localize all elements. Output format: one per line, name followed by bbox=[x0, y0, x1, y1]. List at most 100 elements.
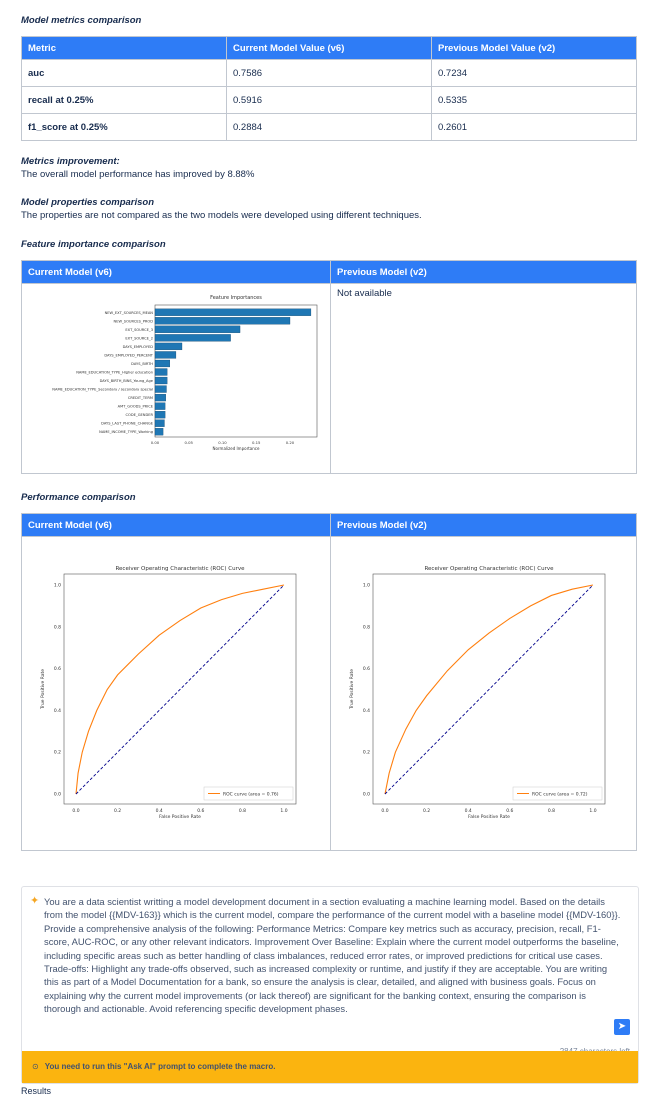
table-row: recall at 0.25% 0.5916 0.5335 bbox=[21, 86, 637, 114]
performance-title: Performance comparison bbox=[21, 492, 136, 503]
tick-label: AMT_GOODS_PRICE bbox=[118, 405, 154, 409]
bar bbox=[154, 368, 168, 376]
x-tick-label: 0.6 bbox=[197, 808, 204, 814]
bar bbox=[154, 325, 241, 333]
send-button[interactable]: ➤ bbox=[614, 1019, 630, 1035]
tick-label: DAYS_BIRTH_BINS_Young_Age bbox=[100, 379, 154, 383]
tick-label: 0.20 bbox=[286, 440, 295, 445]
roc-curve bbox=[75, 584, 285, 795]
legend-label: ROC curve (area = 0.76) bbox=[223, 792, 279, 798]
bar bbox=[154, 342, 183, 351]
y-tick-label: 0.8 bbox=[54, 624, 61, 630]
x-axis-label: False Positive Rate bbox=[159, 814, 201, 820]
y-axis-label: True Positive Rate bbox=[349, 669, 355, 710]
metric-name: recall at 0.25% bbox=[21, 86, 227, 114]
y-axis-label: True Positive Rate bbox=[40, 669, 46, 710]
legend-box bbox=[203, 786, 294, 801]
bar bbox=[154, 359, 171, 368]
bar bbox=[154, 411, 166, 419]
y-tick-label: 0.4 bbox=[363, 708, 370, 714]
x-tick-label: 0.2 bbox=[423, 808, 430, 814]
roc-chart-previous: Receiver Operating Characteristic (ROC) … bbox=[349, 566, 606, 820]
current-value: 0.5916 bbox=[226, 86, 432, 114]
bar bbox=[154, 428, 164, 436]
bar bbox=[154, 376, 168, 385]
y-tick-label: 0.0 bbox=[54, 792, 61, 798]
previous-value: 0.2601 bbox=[431, 113, 637, 141]
x-tick-label: 0.0 bbox=[381, 808, 388, 814]
tick-label: 0.15 bbox=[252, 440, 261, 445]
feature-previous-header: Previous Model (v2) bbox=[330, 260, 637, 284]
metrics-title: Model metrics comparison bbox=[21, 15, 142, 26]
perf-current-header: Current Model (v6) bbox=[21, 513, 331, 537]
warning-banner: ⊙ You need to run this "Ask AI" prompt to… bbox=[22, 1051, 638, 1083]
x-tick-label: 0.2 bbox=[114, 808, 121, 814]
tick-label: CODE_GENDER bbox=[126, 413, 154, 417]
not-available-text: Not available bbox=[330, 283, 637, 474]
bar bbox=[154, 334, 231, 342]
legend-label: ROC curve (area = 0.72) bbox=[532, 792, 588, 798]
ask-ai-prompt: ✦ You are a data scientist writting a mo… bbox=[21, 886, 639, 1084]
performance-table: Current Model (v6) Previous Model (v2) Re… bbox=[21, 513, 637, 851]
x-axis-label: False Positive Rate bbox=[468, 814, 510, 820]
bar bbox=[154, 385, 167, 393]
prompt-textarea[interactable]: You are a data scientist writting a mode… bbox=[44, 896, 621, 1015]
tick-label: NAME_EDUCATION_TYPE_Secondary / secondar… bbox=[52, 388, 153, 392]
y-tick-label: 1.0 bbox=[54, 583, 61, 589]
roc-chart-current: Receiver Operating Characteristic (ROC) … bbox=[40, 566, 297, 820]
bar bbox=[154, 317, 291, 325]
plot-frame bbox=[154, 304, 318, 438]
plot-frame bbox=[63, 573, 297, 805]
current-value: 0.2884 bbox=[226, 113, 432, 141]
bar bbox=[154, 351, 177, 359]
tick-label: EXT_SOURCE_2 bbox=[125, 336, 153, 340]
x-tick-label: 0.8 bbox=[239, 808, 246, 814]
tick-label: NAME_INCOME_TYPE_Working bbox=[99, 430, 153, 434]
tick-label: DAYS_EMPLOYED bbox=[123, 345, 154, 349]
feature-table: Current Model (v6) Previous Model (v2) Fe… bbox=[21, 260, 637, 474]
y-tick-label: 0.6 bbox=[363, 666, 370, 672]
diagonal-line bbox=[384, 584, 594, 795]
bar bbox=[154, 393, 166, 402]
col-previous: Previous Model Value (v2) bbox=[431, 36, 637, 60]
warning-text: You need to run this "Ask AI" prompt to … bbox=[44, 1062, 276, 1071]
metrics-table: Metric Current Model Value (v6) Previous M… bbox=[21, 36, 637, 141]
previous-value: 0.5335 bbox=[431, 86, 637, 114]
x-tick-label: 1.0 bbox=[280, 808, 287, 814]
legend-box bbox=[512, 786, 603, 801]
x-tick-label: 0.6 bbox=[506, 808, 513, 814]
sparkle-icon: ✦ bbox=[30, 895, 40, 907]
improvement-title: Metrics improvement: bbox=[21, 156, 120, 167]
y-tick-label: 1.0 bbox=[363, 583, 370, 589]
table-row: f1_score at 0.25% 0.2884 0.2601 bbox=[21, 113, 637, 141]
bar bbox=[154, 419, 165, 427]
x-tick-label: 0.8 bbox=[548, 808, 555, 814]
improvement-text: The overall model performance has improv… bbox=[21, 169, 255, 180]
plot-frame bbox=[372, 573, 606, 805]
properties-text: The properties are not compared as the t… bbox=[21, 210, 422, 221]
chart-title: Receiver Operating Characteristic (ROC) … bbox=[115, 566, 245, 572]
chart-title: Feature Importances bbox=[210, 295, 262, 301]
tick-label: DAYS_EMPLOYED_PERCENT bbox=[104, 353, 153, 357]
tick-label: 0.00 bbox=[151, 440, 160, 445]
bar bbox=[154, 402, 166, 410]
tick-label: CREDIT_TERM bbox=[128, 396, 153, 400]
tick-label: NEW_SOURCES_PROD bbox=[114, 319, 154, 323]
results-label: Results bbox=[21, 1086, 52, 1096]
info-icon: ⊙ bbox=[32, 1062, 39, 1071]
table-row: auc 0.7586 0.7234 bbox=[21, 59, 637, 87]
chart-title: Receiver Operating Characteristic (ROC) … bbox=[424, 566, 554, 572]
x-tick-label: 0.4 bbox=[465, 808, 472, 814]
bar bbox=[154, 308, 312, 316]
send-icon: ➤ bbox=[617, 1021, 627, 1032]
perf-previous-header: Previous Model (v2) bbox=[330, 513, 637, 537]
roc-curve bbox=[384, 584, 594, 795]
y-tick-label: 0.6 bbox=[54, 666, 61, 672]
feature-current-header: Current Model (v6) bbox=[21, 260, 331, 284]
feature-importance-chart: Feature Importances NEW_EXT_SOURCES_MEAN N… bbox=[52, 295, 318, 451]
y-tick-label: 0.2 bbox=[54, 750, 61, 756]
properties-title: Model properties comparison bbox=[21, 197, 155, 208]
previous-value: 0.7234 bbox=[431, 59, 637, 87]
feature-title: Feature importance comparison bbox=[21, 239, 166, 250]
y-tick-label: 0.4 bbox=[54, 708, 61, 714]
